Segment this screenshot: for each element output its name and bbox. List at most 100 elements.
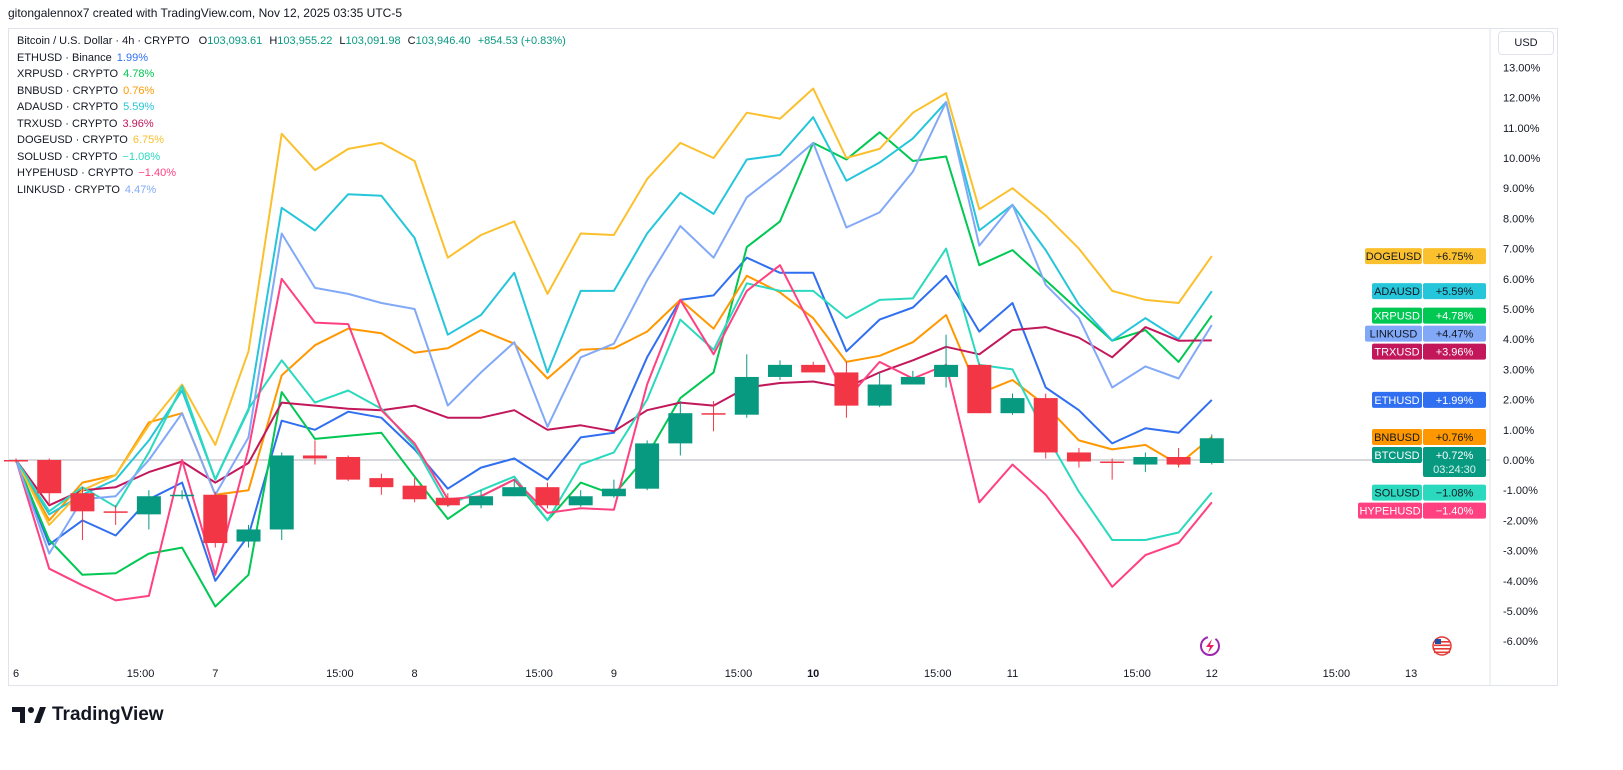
- legend-item-adausd[interactable]: ADAUSD · CRYPTO 5.59%: [17, 101, 155, 113]
- y-tick-label: 4.00%: [1503, 334, 1534, 346]
- tradingview-brand[interactable]: TradingView: [12, 704, 164, 726]
- price-label-value-bg: [1423, 248, 1486, 265]
- price-label-xrpusd[interactable]: XRPUSD +4.78%: [1372, 307, 1486, 324]
- x-tick-label: 7: [212, 668, 218, 680]
- legend-symbol: HYPEHUSD: [17, 167, 79, 179]
- price-label-value: +6.75%: [1436, 251, 1474, 263]
- price-label-name: BTCUSD: [1374, 450, 1419, 462]
- legend-item-bnbusd[interactable]: BNBUSD · CRYPTO 0.76%: [17, 84, 155, 97]
- x-tick-label: 8: [412, 668, 418, 680]
- price-label-bnbusd[interactable]: BNBUSD +0.76%: [1372, 429, 1486, 446]
- legend-symbol: BNBUSD: [17, 84, 63, 97]
- legend-symbol: ETHUSD: [17, 51, 63, 64]
- y-tick-label: 3.00%: [1503, 364, 1534, 376]
- legend-value: −1.08%: [122, 150, 161, 163]
- brand-name: TradingView: [52, 704, 164, 725]
- currency-button[interactable]: USD: [1498, 31, 1554, 55]
- legend-item-linkusd[interactable]: LINKUSD · CRYPTO 4.47%: [17, 183, 157, 196]
- candle: [568, 490, 593, 507]
- candle-body: [635, 443, 660, 489]
- candle: [834, 361, 859, 418]
- y-tick-label: 2.00%: [1503, 395, 1534, 407]
- lightning-icon[interactable]: [1200, 636, 1220, 656]
- high-value: 103,955.22: [277, 35, 333, 47]
- candle-body: [203, 494, 228, 544]
- low-label: L: [339, 35, 346, 47]
- price-label-ethusd[interactable]: ETHUSD +1.99%: [1372, 391, 1486, 408]
- legend-item-trxusd[interactable]: TRXUSD · CRYPTO 3.96%: [17, 117, 154, 130]
- price-label-solusd[interactable]: SOLUSD −1.08%: [1372, 484, 1486, 501]
- candle-body: [900, 376, 925, 385]
- price-label-trxusd[interactable]: TRXUSD +3.96%: [1372, 343, 1486, 360]
- candle-body: [336, 456, 361, 480]
- y-tick-label: 8.00%: [1503, 213, 1534, 225]
- legend-item-solusd[interactable]: SOLUSD · CRYPTO −1.08%: [17, 150, 161, 163]
- y-tick-label: 12.00%: [1503, 93, 1541, 105]
- us-flag-icon[interactable]: [1432, 636, 1452, 656]
- x-tick-label: 9: [611, 668, 617, 680]
- price-label-name-bg: [1372, 307, 1422, 324]
- candle: [236, 524, 261, 548]
- legend-item-hypehusd[interactable]: HYPEHUSD · CRYPTO −1.40%: [17, 167, 176, 179]
- legend-value: 4.78%: [123, 68, 155, 80]
- price-label-value-bg: [1423, 484, 1486, 501]
- candle: [1066, 447, 1091, 468]
- legend-symbol: LINKUSD: [17, 183, 65, 196]
- candle-body: [1033, 398, 1058, 453]
- candle-body: [1100, 461, 1125, 464]
- x-tick-label: 6: [13, 668, 19, 680]
- candle: [502, 479, 527, 497]
- candle: [734, 354, 759, 418]
- candle-body: [668, 413, 693, 444]
- price-label-adausd[interactable]: ADAUSD +5.59%: [1372, 283, 1486, 300]
- legend-item-dogeusd[interactable]: DOGEUSD · CRYPTO 6.75%: [17, 134, 165, 146]
- legend-source: CRYPTO: [74, 183, 120, 196]
- y-tick-label: 10.00%: [1503, 153, 1541, 165]
- price-label-value-bg: [1423, 325, 1486, 342]
- price-label-name: BNBUSD: [1374, 432, 1420, 444]
- candle-body: [103, 511, 128, 513]
- candle-body: [170, 494, 195, 497]
- flag-canton: [1435, 639, 1441, 644]
- legend-value: 1.99%: [116, 51, 148, 64]
- price-label-name-bg: [1365, 325, 1422, 342]
- candle-body: [1000, 398, 1025, 414]
- price-label-btcusd[interactable]: BTCUSD +0.72% 03:24:30: [1372, 447, 1486, 478]
- candle-body: [867, 384, 892, 406]
- candle: [1100, 458, 1125, 480]
- candle-body: [801, 364, 826, 373]
- price-label-hypehusd[interactable]: HYPEHUSD −1.40%: [1358, 502, 1486, 519]
- legend-source: CRYPTO: [72, 117, 118, 130]
- price-label-name-bg: [1372, 283, 1422, 300]
- price-label-dogeusd[interactable]: DOGEUSD +6.75%: [1365, 248, 1486, 265]
- price-label-value-bg: [1423, 343, 1486, 360]
- price-label-name: ETHUSD: [1374, 395, 1419, 407]
- legend-source: CRYPTO: [72, 101, 119, 113]
- price-label-name: HYPEHUSD: [1359, 506, 1420, 518]
- legend-symbol: DOGEUSD: [17, 134, 73, 146]
- candle-body: [1199, 438, 1224, 464]
- price-label-linkusd[interactable]: LINKUSD +4.47%: [1365, 325, 1486, 342]
- candle: [1199, 434, 1224, 465]
- price-label-name-bg: [1372, 447, 1422, 464]
- price-label-value: +4.47%: [1436, 329, 1474, 341]
- legend-value: 3.96%: [122, 117, 154, 130]
- legend-item-ethusd[interactable]: ETHUSD · Binance 1.99%: [17, 51, 148, 64]
- x-tick-label: 13: [1405, 668, 1417, 680]
- candle-body: [734, 376, 759, 415]
- legend-main-symbol[interactable]: Bitcoin / U.S. Dollar · 4h · CRYPTO O103…: [17, 33, 566, 50]
- candle-body: [269, 455, 294, 530]
- candle: [336, 455, 361, 482]
- x-tick-label: 15:00: [525, 668, 553, 680]
- candle-body: [934, 364, 959, 377]
- x-tick-label: 15:00: [924, 668, 952, 680]
- candle-body: [1133, 456, 1158, 465]
- candle: [136, 490, 161, 530]
- y-tick-label: -3.00%: [1503, 546, 1538, 558]
- price-label-value-bg: [1423, 307, 1486, 324]
- candle: [1000, 393, 1025, 415]
- x-tick-label: 15:00: [1323, 668, 1351, 680]
- legend-item-xrpusd[interactable]: XRPUSD · CRYPTO 4.78%: [17, 68, 155, 80]
- x-tick-label: 11: [1007, 668, 1018, 680]
